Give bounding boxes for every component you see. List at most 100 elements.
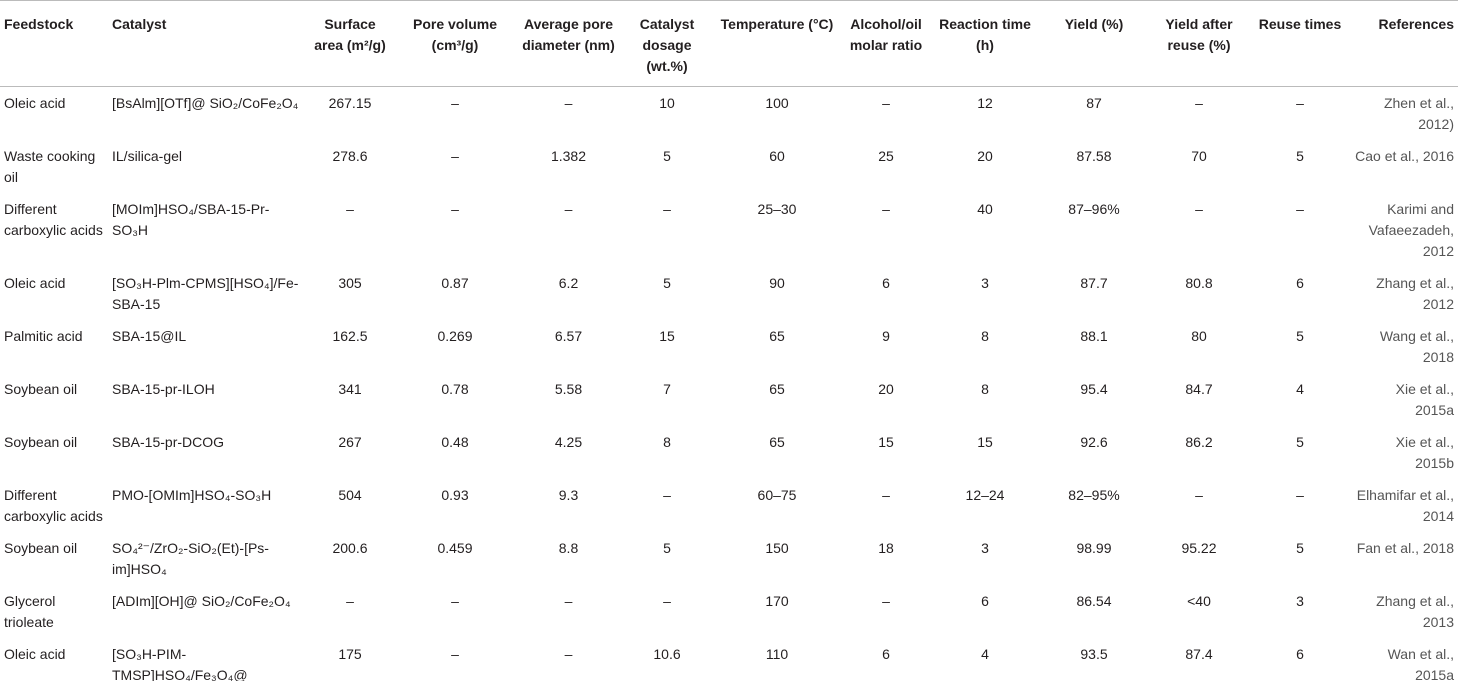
table-cell: 9.3 (558, 487, 579, 503)
table-cell: – (882, 487, 890, 503)
table-cell: 65 (769, 434, 785, 450)
table-cell: 40 (977, 201, 993, 217)
table-cell: 267 (338, 434, 362, 450)
table-row: Different carboxylic acids [MOIm]HSO₄/SBA… (0, 193, 1458, 267)
table-cell: Different carboxylic acids (4, 201, 103, 238)
table-cell: 20 (977, 148, 993, 164)
table-cell: – (564, 646, 573, 662)
table-cell: 95.4 (1080, 381, 1108, 397)
table-cell: Karimi and Vafaeezadeh, 2012 (1368, 201, 1454, 259)
table-cell: Soybean oil (4, 381, 78, 397)
header-cell: Alcohol/oil molar ratio (849, 16, 923, 53)
table-cell: 175 (338, 646, 362, 662)
table-cell: – (1195, 95, 1203, 111)
table-cell: Soybean oil (4, 540, 78, 556)
table-cell: – (451, 201, 459, 217)
table-cell: – (663, 487, 671, 503)
table-row: Oleic acid [SO₃H-PIM-TMSP]HSO₄/Fe₃O₄@ SiO… (0, 638, 1458, 681)
table-cell: 278.6 (332, 148, 368, 164)
table-row: Oleic acid [SO₃H-Plm-CPMS][HSO₄]/Fe-SBA-1… (0, 267, 1458, 320)
table-cell: 150 (765, 540, 789, 556)
table-cell: 92.6 (1080, 434, 1108, 450)
table-cell: 65 (769, 381, 785, 397)
header-cell: Catalyst (112, 16, 167, 32)
table-cell: 3 (1296, 593, 1304, 609)
table-cell: – (564, 593, 573, 609)
table-cell: Waste cooking oil (4, 148, 96, 185)
table-cell: 0.459 (437, 540, 473, 556)
table-cell: Soybean oil (4, 434, 78, 450)
table-row: Soybean oil SBA-15-pr-ILOH 341 0.78 5.58 7 65 2… (0, 373, 1458, 426)
table-cell: Zhang et al., 2012 (1376, 275, 1454, 312)
header-cell: Yield (%) (1064, 16, 1124, 32)
table-row: Palmitic acid SBA-15@IL 162.5 0.269 6.57 15 65… (0, 320, 1458, 373)
table-cell: – (451, 646, 459, 662)
table-cell: 4 (1296, 381, 1304, 397)
table-cell: [MOIm]HSO₄/SBA-15-Pr-SO₃H (112, 201, 270, 238)
table-cell: 8 (981, 328, 989, 344)
table-cell: 86.54 (1076, 593, 1112, 609)
header-cell: Yield after reuse (%) (1165, 16, 1233, 53)
table-cell: SO₄²⁻/ZrO₂-SiO₂(Et)-[Ps-im]HSO₄ (112, 540, 269, 577)
table-cell: 3 (981, 275, 989, 291)
table-body: Oleic acid [BsAlm][OTf]@ SiO₂/CoFe₂O₄ 267.… (0, 87, 1458, 681)
header-cell: Reuse times (1258, 16, 1342, 32)
table-cell: SBA-15-pr-DCOG (112, 434, 225, 450)
table-cell: 12–24 (965, 487, 1005, 503)
table-cell: 82–95% (1068, 487, 1120, 503)
table-cell: 1.382 (550, 148, 587, 164)
table-cell: Wang et al., 2018 (1379, 328, 1454, 365)
table-cell: 6 (1296, 646, 1304, 662)
table-cell: 87–96% (1068, 201, 1120, 217)
table-row: Waste cooking oil IL/silica-gel 278.6 – 1.38… (0, 140, 1458, 193)
table-cell: IL/silica-gel (112, 148, 183, 164)
table-cell: [BsAlm][OTf]@ SiO₂/CoFe₂O₄ (112, 95, 299, 111)
header-cell: Catalyst dosage (wt.%) (639, 16, 695, 74)
table-cell: 5 (663, 148, 671, 164)
table-cell: PMO-[OMIm]HSO₄-SO₃H (112, 487, 272, 503)
table-cell: – (451, 95, 459, 111)
table-cell: – (1195, 201, 1203, 217)
table-cell: 100 (765, 95, 789, 111)
table-cell: [ADIm][OH]@ SiO₂/CoFe₂O₄ (112, 593, 291, 609)
table-cell: 86.2 (1185, 434, 1213, 450)
table-cell: 8 (981, 381, 989, 397)
table-cell: [SO₃H-PIM-TMSP]HSO₄/Fe₃O₄@ SiO₂@mSiO₂ (112, 646, 248, 681)
table-row: Glycerol trioleate [ADIm][OH]@ SiO₂/CoFe₂… (0, 585, 1458, 638)
table-cell: 6.57 (554, 328, 583, 344)
table-cell: Zhen et al., 2012) (1383, 95, 1454, 132)
table-cell: 5 (1296, 434, 1304, 450)
table-cell: [SO₃H-Plm-CPMS][HSO₄]/Fe-SBA-15 (112, 275, 299, 312)
table-cell: – (1296, 487, 1304, 503)
table-cell: 95.22 (1181, 540, 1217, 556)
table-cell: 341 (338, 381, 362, 397)
table-cell: 84.7 (1185, 381, 1213, 397)
table-cell: 3 (981, 540, 989, 556)
table-cell: 0.93 (441, 487, 469, 503)
table-header: Feedstock Catalyst Surface area (m²/g) Pore… (0, 0, 1458, 87)
table-cell: Elhamifar et al., 2014 (1356, 487, 1454, 524)
table-cell: Different carboxylic acids (4, 487, 103, 524)
table-cell: 0.87 (441, 275, 469, 291)
table-row: Soybean oil SBA-15-pr-DCOG 267 0.48 4.25 8 65 1… (0, 426, 1458, 479)
table-cell: 25–30 (757, 201, 797, 217)
table-cell: – (1195, 487, 1203, 503)
table-cell: 60–75 (757, 487, 797, 503)
table-cell: 6 (882, 275, 890, 291)
table-cell: 504 (338, 487, 362, 503)
table-cell: 7 (663, 381, 671, 397)
table-cell: 10.6 (653, 646, 681, 662)
header-cell: References (1378, 16, 1455, 32)
table-cell: 6.2 (558, 275, 579, 291)
table-cell: 5 (1296, 148, 1304, 164)
table-cell: 6 (1296, 275, 1304, 291)
header-cell: Surface area (m²/g) (314, 16, 386, 53)
table-cell: SBA-15@IL (112, 328, 187, 344)
table-cell: – (564, 95, 573, 111)
table-cell: 80.8 (1185, 275, 1213, 291)
table-cell: 200.6 (332, 540, 368, 556)
table-cell: <40 (1187, 593, 1211, 609)
table-cell: 0.269 (437, 328, 473, 344)
table-cell: 88.1 (1080, 328, 1108, 344)
